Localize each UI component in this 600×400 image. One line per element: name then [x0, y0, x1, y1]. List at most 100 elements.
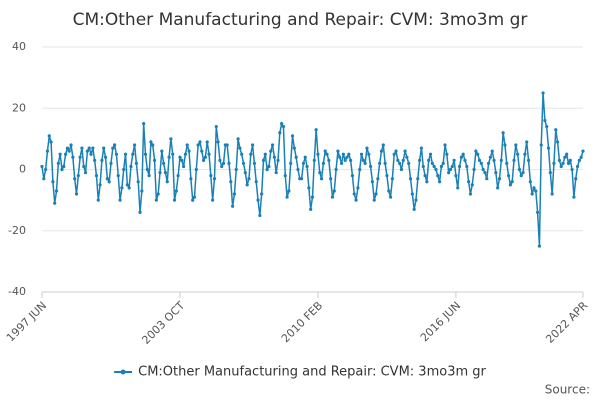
point: [388, 195, 393, 199]
point: [285, 195, 289, 199]
point: [541, 91, 545, 95]
point: [280, 121, 284, 126]
point: [581, 149, 585, 153]
point: [419, 146, 424, 150]
source: Source:: [545, 383, 590, 397]
y-tick-label: 0: [19, 163, 26, 176]
point: [169, 137, 173, 141]
point: [107, 180, 111, 184]
point: [240, 152, 244, 156]
point: [447, 170, 451, 175]
point: [300, 177, 304, 181]
point: [358, 167, 362, 172]
point: [94, 174, 99, 178]
point: [283, 174, 287, 178]
point: [236, 137, 240, 141]
point: [58, 152, 62, 156]
point: [575, 164, 580, 169]
point: [441, 161, 445, 165]
point: [470, 183, 474, 187]
point: [252, 161, 257, 165]
point: [163, 170, 168, 175]
point: [568, 158, 572, 162]
point: [162, 161, 166, 165]
x-tick-label: 2016 JUN: [418, 299, 463, 344]
point: [408, 177, 413, 181]
x-tick-label: 2022 APR: [543, 299, 590, 346]
point: [89, 152, 93, 156]
point: [194, 167, 198, 172]
point: [465, 164, 469, 169]
point: [396, 158, 400, 162]
point: [290, 134, 295, 138]
point: [250, 143, 255, 147]
point: [229, 180, 233, 184]
point: [516, 152, 520, 156]
point: [216, 140, 220, 144]
point: [525, 140, 529, 144]
point: [287, 189, 291, 193]
point: [274, 170, 278, 175]
point: [517, 167, 522, 172]
point: [508, 183, 512, 187]
point: [398, 161, 402, 165]
point: [125, 183, 129, 187]
point: [534, 189, 538, 193]
point: [74, 192, 79, 196]
point: [454, 174, 458, 178]
point: [323, 149, 327, 153]
point: [319, 177, 324, 181]
point: [267, 164, 271, 169]
point: [368, 164, 373, 169]
point: [332, 189, 336, 193]
point: [44, 167, 48, 172]
y-tick-label: 40: [12, 40, 26, 53]
point: [225, 143, 229, 147]
point: [289, 161, 293, 165]
chart-title: CM:Other Manufacturing and Repair: CVM: …: [73, 10, 528, 30]
point: [172, 198, 177, 202]
point: [412, 207, 416, 211]
point: [390, 177, 394, 181]
point: [436, 174, 440, 178]
point: [548, 170, 552, 175]
point: [545, 125, 549, 129]
point: [143, 152, 148, 156]
point: [209, 174, 213, 178]
y-tick-label: -20: [8, 224, 26, 237]
point: [270, 143, 275, 147]
point: [503, 143, 507, 147]
point: [118, 198, 122, 202]
point: [467, 180, 471, 184]
point: [552, 161, 556, 165]
point: [474, 149, 478, 153]
point: [385, 174, 389, 178]
point: [312, 158, 316, 162]
point: [40, 164, 44, 169]
y-tick-label: 20: [12, 101, 26, 114]
point: [232, 192, 237, 196]
point: [354, 198, 358, 202]
point: [452, 158, 456, 162]
point: [151, 143, 155, 147]
point: [116, 174, 120, 178]
point: [127, 186, 131, 190]
point: [459, 155, 463, 159]
point: [370, 180, 375, 184]
point: [182, 164, 186, 169]
point: [178, 155, 182, 159]
point: [180, 158, 184, 162]
point: [183, 152, 188, 156]
point: [445, 152, 449, 156]
point: [294, 155, 298, 159]
point: [392, 152, 396, 156]
point: [506, 174, 511, 178]
point: [496, 186, 500, 190]
point: [156, 192, 160, 196]
point: [123, 152, 128, 156]
point: [258, 213, 262, 218]
point: [329, 177, 333, 181]
point: [579, 155, 583, 159]
point: [343, 158, 347, 162]
point: [399, 167, 404, 172]
